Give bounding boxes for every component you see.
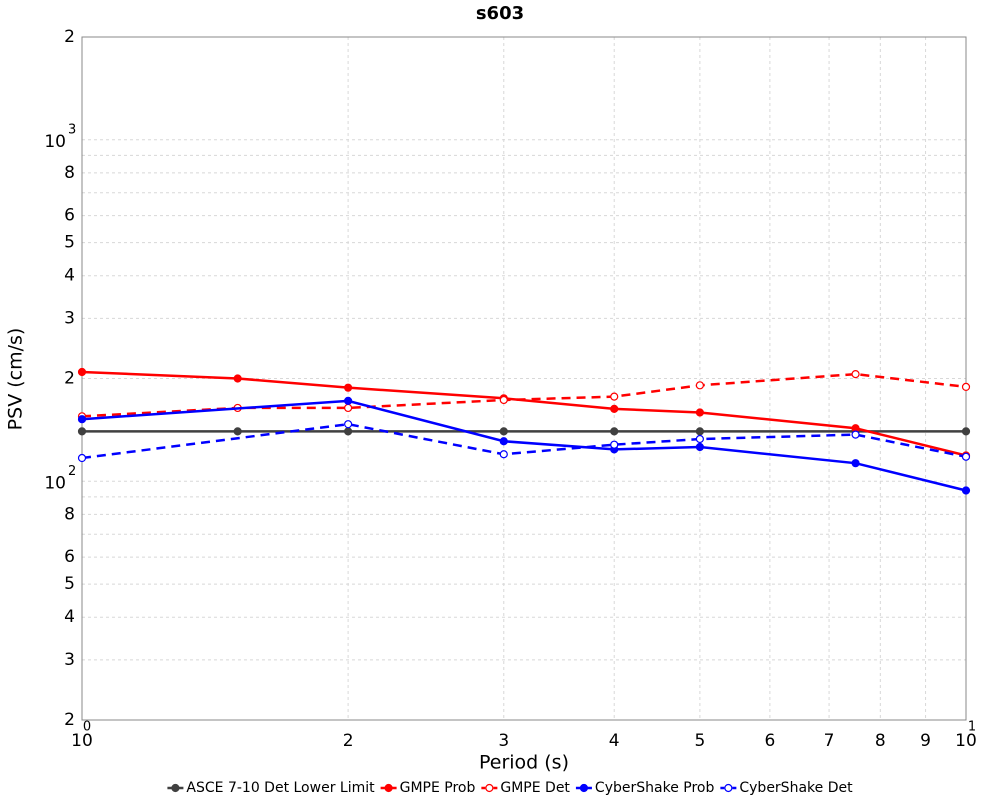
x-tick-label: 10 bbox=[71, 731, 93, 751]
x-tick-label: 2 bbox=[343, 731, 354, 751]
marker bbox=[384, 783, 393, 793]
marker bbox=[695, 427, 704, 436]
marker bbox=[344, 396, 353, 405]
series-line bbox=[81, 399, 967, 492]
y-axis-label: PSV (cm/s) bbox=[5, 328, 27, 431]
y-tick-label: 2 bbox=[64, 27, 75, 47]
marker bbox=[77, 453, 87, 463]
marker bbox=[695, 442, 704, 452]
y-tick-label: 8 bbox=[64, 504, 75, 524]
y-tick-label: 8 bbox=[64, 163, 75, 183]
marker bbox=[499, 450, 508, 459]
x-tick-label: 4 bbox=[609, 731, 620, 751]
legend-label: ASCE 7-10 Det Lower Limit bbox=[186, 780, 375, 796]
series-line bbox=[81, 422, 967, 460]
x-tick-exponent: 0 bbox=[83, 720, 91, 735]
series bbox=[77, 420, 971, 463]
y-tick-label: 3 bbox=[64, 650, 75, 670]
y-tick-label: 5 bbox=[64, 233, 75, 253]
marker bbox=[695, 381, 704, 390]
marker bbox=[344, 383, 353, 392]
legend-label: CyberShake Prob bbox=[595, 780, 715, 796]
y-tick-label: 4 bbox=[64, 607, 75, 627]
plot-frame bbox=[81, 36, 967, 721]
y-tick-exponent: 3 bbox=[68, 122, 76, 137]
legend-label: GMPE Prob bbox=[400, 780, 476, 796]
marker bbox=[961, 486, 971, 495]
marker bbox=[695, 408, 704, 417]
y-tick-label: 10 bbox=[44, 473, 66, 493]
legend-label: CyberShake Det bbox=[739, 780, 853, 796]
marker bbox=[171, 783, 180, 793]
legend-label: GMPE Det bbox=[500, 780, 570, 796]
marker bbox=[77, 415, 87, 424]
x-tick-label: 6 bbox=[764, 731, 775, 751]
marker bbox=[77, 427, 87, 436]
legend-item: GMPE Det bbox=[481, 780, 570, 796]
legend-item: CyberShake Det bbox=[720, 780, 853, 796]
y-tick-label: 5 bbox=[64, 574, 75, 594]
y-tick-exponent: 2 bbox=[68, 464, 76, 479]
marker bbox=[77, 367, 87, 377]
marker bbox=[485, 783, 494, 793]
marker bbox=[344, 403, 353, 413]
marker bbox=[851, 459, 860, 468]
marker bbox=[499, 437, 508, 446]
y-tick-label: 2 bbox=[64, 369, 75, 389]
marker bbox=[610, 392, 619, 401]
y-tick-label: 10 bbox=[44, 132, 66, 152]
x-tick-label: 5 bbox=[694, 731, 705, 751]
marker bbox=[233, 427, 242, 436]
marker bbox=[961, 452, 971, 461]
legend-item: ASCE 7-10 Det Lower Limit bbox=[167, 780, 375, 796]
x-tick-exponent: 1 bbox=[968, 720, 976, 735]
series bbox=[77, 427, 971, 436]
marker bbox=[961, 427, 971, 436]
y-tick-label: 4 bbox=[64, 266, 75, 286]
y-tick-label: 6 bbox=[64, 206, 75, 226]
y-tick-label: 6 bbox=[64, 547, 75, 567]
marker bbox=[579, 783, 589, 793]
series-line bbox=[81, 370, 967, 457]
marker bbox=[724, 783, 733, 793]
x-tick-label: 7 bbox=[824, 731, 835, 751]
x-tick-label: 3 bbox=[498, 731, 509, 751]
marker bbox=[610, 440, 619, 449]
y-tick-label: 3 bbox=[64, 308, 75, 328]
marker bbox=[851, 430, 860, 439]
chart-title: s603 bbox=[476, 3, 524, 24]
marker bbox=[610, 427, 619, 436]
marker bbox=[344, 427, 353, 436]
marker bbox=[851, 370, 860, 379]
marker bbox=[344, 420, 353, 429]
x-tick-label: 10 bbox=[955, 731, 977, 751]
legend-item: CyberShake Prob bbox=[575, 780, 715, 796]
legend-item: GMPE Prob bbox=[380, 780, 476, 796]
y-tick-label: 2 bbox=[64, 710, 75, 730]
marker bbox=[695, 434, 704, 444]
x-tick-label: 9 bbox=[920, 731, 931, 751]
marker bbox=[233, 374, 242, 383]
marker bbox=[961, 382, 971, 391]
x-tick-label: 8 bbox=[875, 731, 886, 751]
marker bbox=[499, 427, 508, 436]
series bbox=[77, 367, 971, 460]
x-axis-label: Period (s) bbox=[479, 752, 569, 774]
legend: ASCE 7-10 Det Lower Limit GMPE Prob GMPE D… bbox=[167, 780, 853, 796]
series bbox=[77, 396, 971, 495]
marker bbox=[610, 404, 619, 413]
marker bbox=[499, 395, 508, 405]
